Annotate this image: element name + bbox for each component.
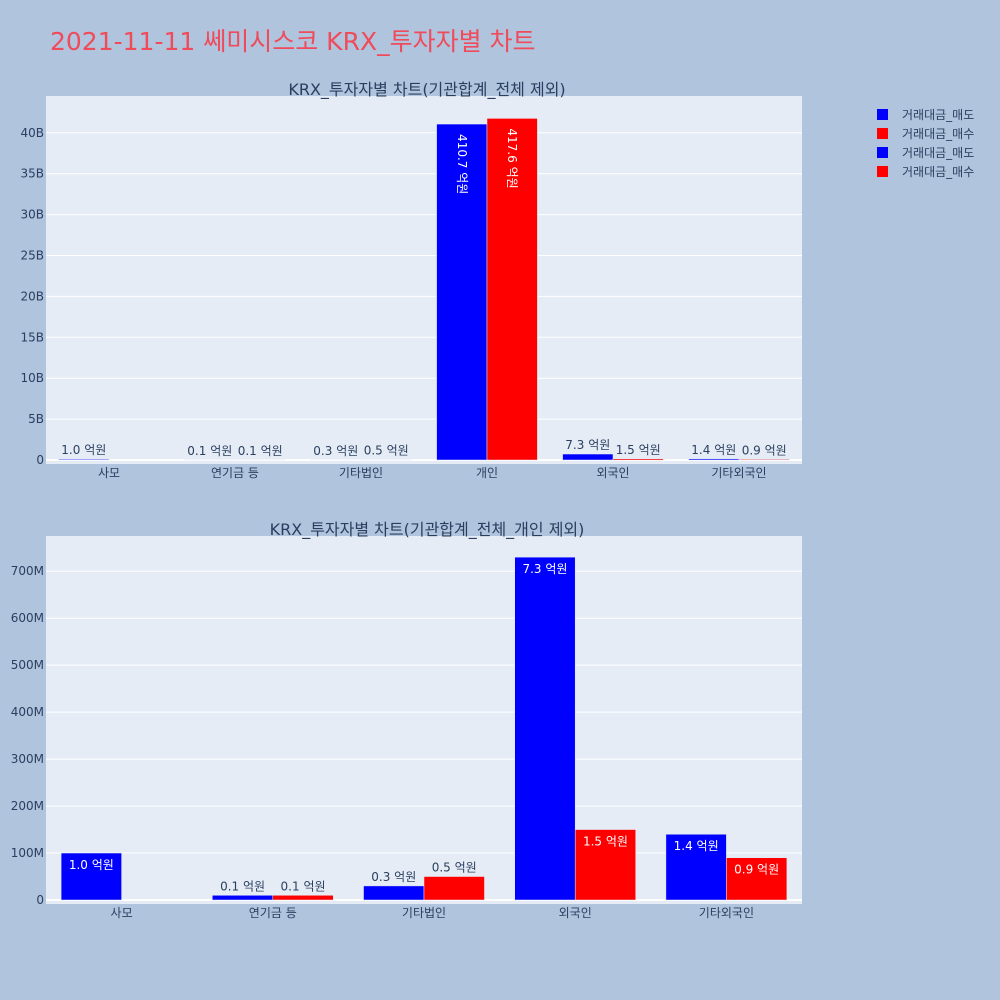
chart2-xtick-label: 기타법인 [402,906,446,920]
chart1-bar [562,453,614,461]
chart1-xtick-label: 기타외국인 [711,466,766,480]
chart2-ytick-label: 0 [36,893,44,907]
legend-swatch [877,166,888,177]
chart1-ytick-label: 10B [20,371,44,385]
chart1-xtick-label: 연기금 등 [211,466,259,480]
chart2-data-label: 0.3 억원 [371,870,416,884]
chart2-bar [726,857,788,901]
chart2-bar [574,829,636,901]
chart1-ytick-label: 30B [20,208,44,222]
chart1-data-label: 0.1 억원 [238,444,283,458]
chart2-bar [363,885,425,901]
chart2-bar [665,833,727,901]
chart2-data-label: 0.5 억원 [432,861,477,875]
legend-item-label: 거래대금_매도 [902,146,974,160]
chart1-bar [436,123,488,461]
chart2-title: KRX_투자자별 차트(기관합계_전체_개인 제외) [270,520,585,540]
chart1-ytick-label: 35B [20,167,44,181]
chart2-bar [272,895,334,901]
chart1-ytick-label: 20B [20,289,44,303]
chart2-ytick-label: 100M [11,846,44,860]
legend-item-label: 거래대금_매수 [902,165,974,179]
chart1-bar [688,458,740,461]
chart1-xtick-label: 기타법인 [339,466,383,480]
chart1-ytick-label: 5B [28,412,44,426]
chart2-ytick-label: 300M [11,752,44,766]
chart1-data-label: 7.3 억원 [565,438,610,452]
chart1-xtick-label: 외국인 [596,466,629,480]
chart2-xtick-label: 사모 [111,906,133,920]
chart1-data-label: 0.3 억원 [313,444,358,458]
legend-item-label: 거래대금_매도 [902,108,974,122]
legend-swatch [877,128,888,139]
chart2-ytick-label: 600M [11,611,44,625]
chart2-bar [514,556,576,901]
chart1-ytick-label: 15B [20,330,44,344]
chart1-plot-area [46,96,802,464]
chart2-data-label: 7.3 억원 [522,562,567,576]
chart1-data-label: 1.0 억원 [61,443,106,457]
chart1-ytick-label: 25B [20,249,44,263]
chart1-data-label: 410.7 억원 [455,134,469,194]
chart2-ytick-label: 200M [11,799,44,813]
chart1-bar [738,459,790,461]
legend-swatch [877,109,888,120]
chart2-bar [212,895,274,901]
chart1-data-label: 417.6 억원 [505,128,519,188]
chart1-data-label: 1.5 억원 [616,443,661,457]
chart2-data-label: 0.1 억원 [281,879,326,893]
chart2-bar [60,852,122,901]
chart1-data-label: 1.4 억원 [691,443,736,457]
chart1-xtick-label: 개인 [476,466,498,480]
chart1-bar [58,458,110,461]
legend-item-label: 거래대금_매수 [902,127,974,141]
chart1-ytick-label: 40B [20,126,44,140]
chart2-xtick-label: 외국인 [559,906,592,920]
chart2-bar [423,876,485,901]
chart1-title: KRX_투자자별 차트(기관합계_전체 제외) [288,80,565,100]
chart1-bar [486,118,538,461]
page-title: 2021-11-11 쎄미시스코 KRX_투자자별 차트 [50,27,536,56]
chart2-data-label: 1.0 억원 [69,858,114,872]
chart2-xtick-label: 기타외국인 [699,906,754,920]
chart2-data-label: 1.5 억원 [583,835,628,849]
chart2-ytick-label: 500M [11,658,44,672]
chart2-ytick-label: 700M [11,564,44,578]
chart2-data-label: 1.4 억원 [674,839,719,853]
legend-swatch [877,147,888,158]
chart2-data-label: 0.1 억원 [220,879,265,893]
chart1-data-label: 0.1 억원 [187,444,232,458]
chart1-data-label: 0.9 억원 [742,443,787,457]
chart1-data-label: 0.5 억원 [364,444,409,458]
chart2-ytick-label: 400M [11,705,44,719]
chart1-xtick-label: 사모 [98,466,120,480]
chart2-xtick-label: 연기금 등 [249,906,297,920]
chart1-bar [612,458,664,461]
chart1-ytick-label: 0 [36,453,44,467]
chart2-data-label: 0.9 억원 [734,863,779,877]
